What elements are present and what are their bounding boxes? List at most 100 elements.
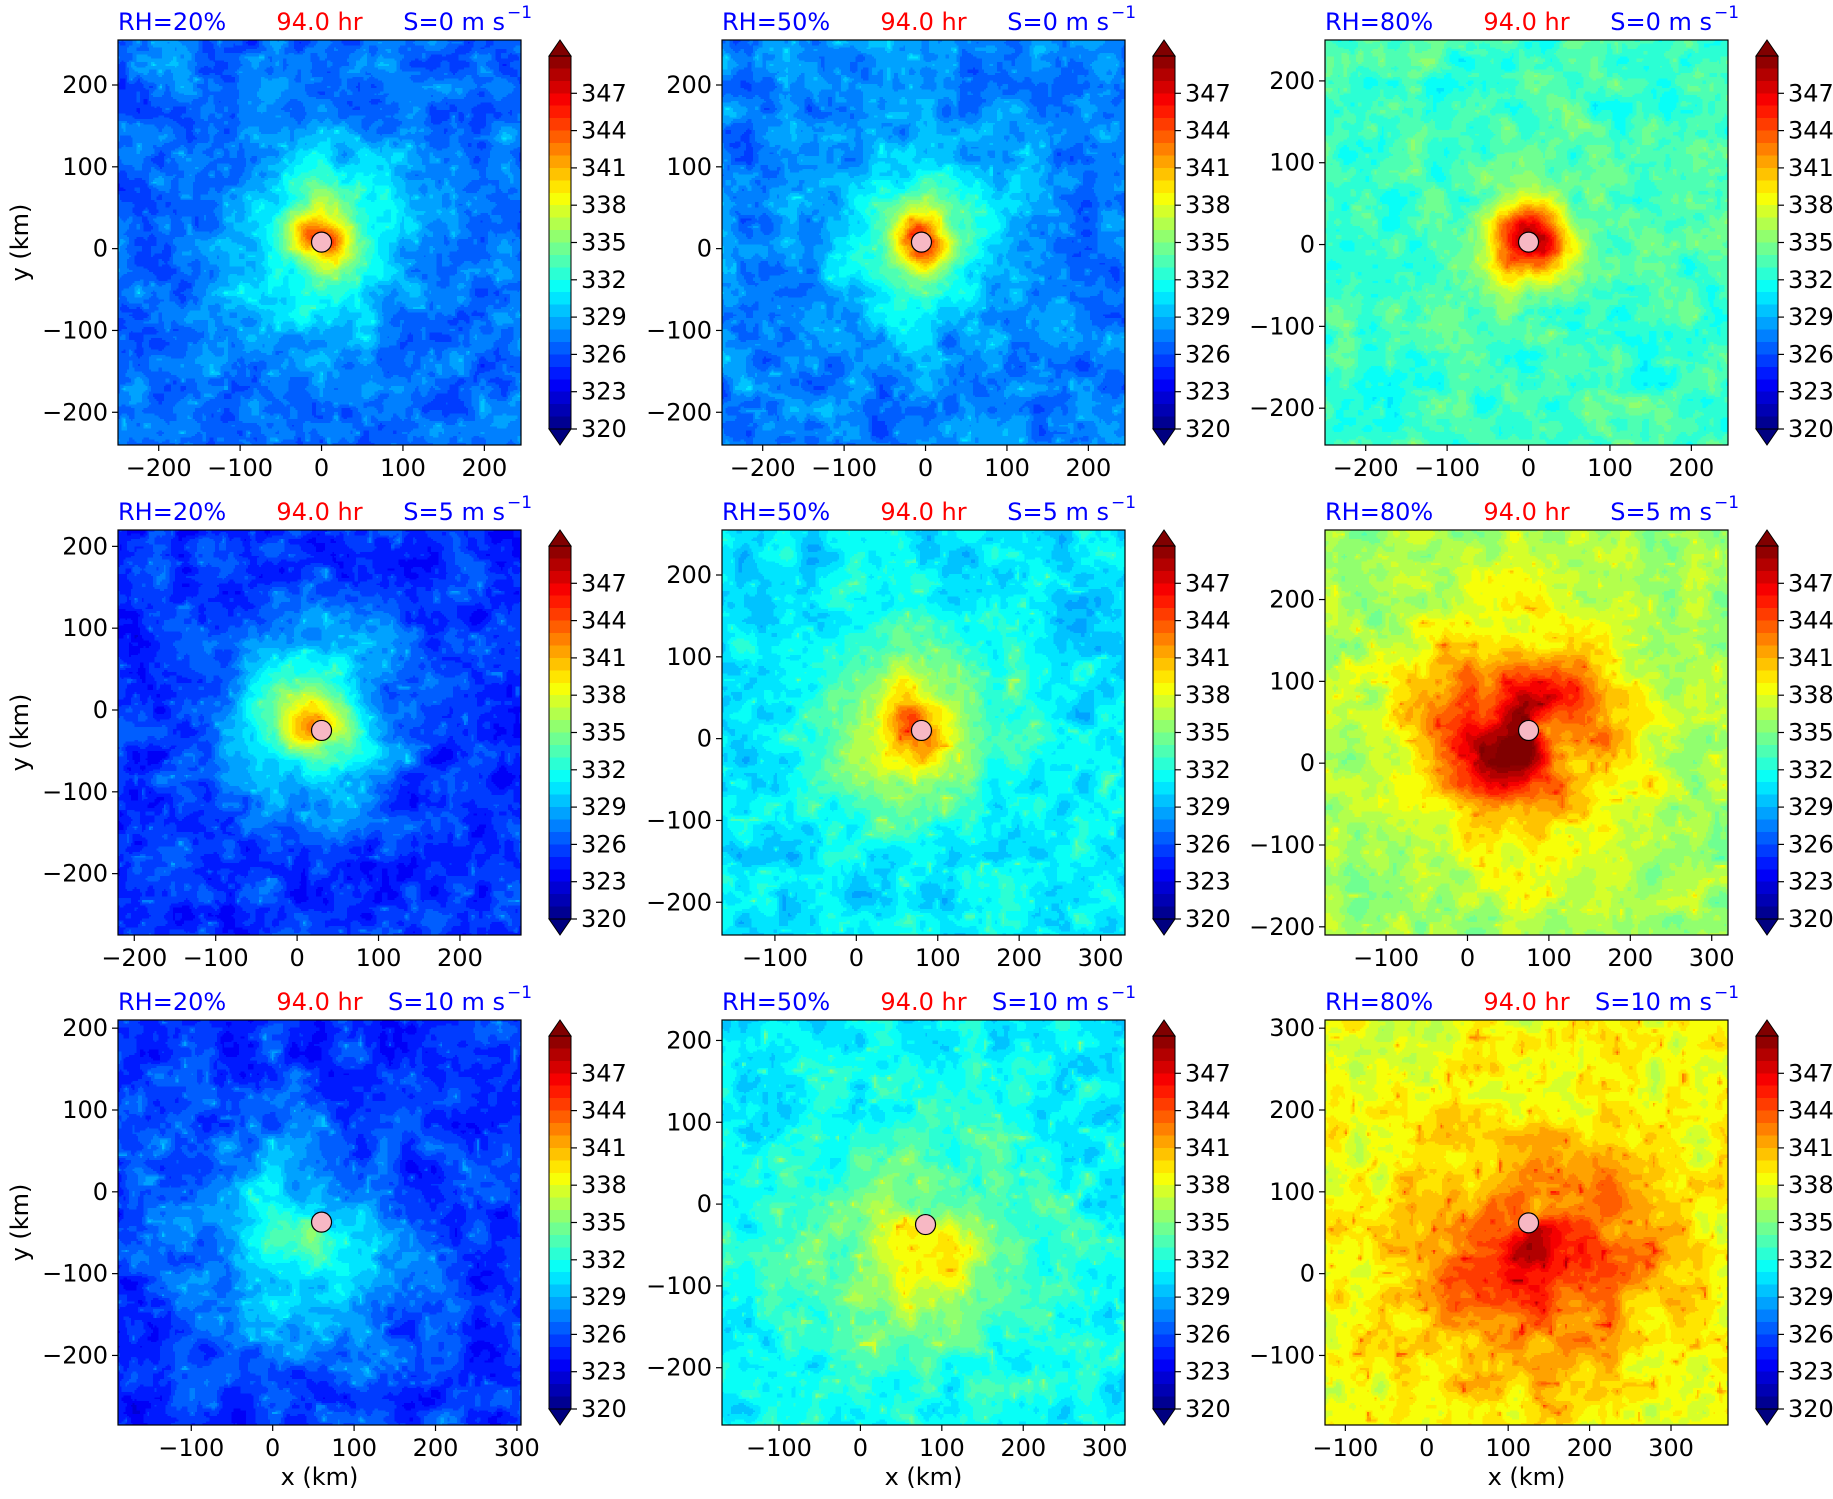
y-tick-label: −100 bbox=[1249, 312, 1315, 340]
colorbar-tick-label: 320 bbox=[1185, 1395, 1231, 1423]
y-tick-label: 200 bbox=[62, 1014, 108, 1042]
y-tick-label: −100 bbox=[1249, 831, 1315, 859]
colorbar-tick-label: 329 bbox=[581, 303, 627, 331]
x-tick-label: −100 bbox=[1414, 454, 1480, 482]
colorbar-tick-label: 320 bbox=[1788, 905, 1833, 933]
y-tick-label: −100 bbox=[646, 806, 712, 834]
colorbar-extend-max bbox=[1755, 39, 1779, 57]
rh-label: RH=80% bbox=[1325, 8, 1433, 36]
colorbar-extend-min bbox=[1755, 428, 1779, 446]
plot-frame bbox=[721, 1019, 1126, 1426]
colorbar: 347 344 341 338 335 332 329 326 323 320 bbox=[1152, 529, 1231, 936]
colorbar-tick-label: 323 bbox=[1788, 378, 1833, 406]
time-label: 94.0 hr bbox=[880, 8, 966, 36]
shear-label: S=0 m s bbox=[1007, 8, 1109, 36]
x-tick-label: 100 bbox=[919, 1434, 965, 1462]
colorbar-tick-label: 341 bbox=[581, 1134, 627, 1162]
colorbar-tick-label: 344 bbox=[1185, 607, 1231, 635]
colorbar-tick-label: 344 bbox=[1788, 117, 1833, 145]
colorbar-gradient bbox=[1756, 546, 1778, 919]
colorbar-tick-label: 329 bbox=[581, 793, 627, 821]
time-label: 94.0 hr bbox=[276, 498, 362, 526]
time-label: 94.0 hr bbox=[1483, 8, 1569, 36]
colorbar-tick-label: 341 bbox=[1185, 644, 1231, 672]
x-tick-label: 200 bbox=[461, 454, 507, 482]
panel-5: −100 0 100 200 300 200 100 0 −100 −200 RH=50% 94.0 … bbox=[646, 493, 1231, 972]
colorbar-extend-max bbox=[548, 529, 572, 547]
colorbar-tick-label: 326 bbox=[1788, 340, 1833, 368]
panel-9: −100 0 100 200 300 300 200 100 0 −100 RH=80% 94.0 h… bbox=[1249, 983, 1833, 1491]
colorbar-tick-label: 332 bbox=[581, 266, 627, 294]
colorbar-tick-label: 320 bbox=[581, 415, 627, 443]
shear-label: S=0 m s bbox=[1610, 8, 1712, 36]
time-label: 94.0 hr bbox=[1483, 498, 1569, 526]
shear-exponent: −1 bbox=[507, 493, 532, 513]
colorbar-tick-label: 320 bbox=[1788, 1395, 1833, 1423]
colorbar-tick-label: 338 bbox=[1185, 191, 1231, 219]
y-tick-label: 0 bbox=[697, 1190, 712, 1218]
colorbar-tick-label: 335 bbox=[1185, 229, 1231, 257]
rh-label: RH=20% bbox=[118, 498, 226, 526]
plot-frame bbox=[1324, 39, 1729, 446]
shear-exponent: −1 bbox=[1714, 3, 1739, 23]
colorbar-tick-label: 326 bbox=[1185, 340, 1231, 368]
x-tick-label: 200 bbox=[1000, 1434, 1046, 1462]
y-tick-label: −100 bbox=[646, 316, 712, 344]
colorbar-tick-label: 323 bbox=[1788, 868, 1833, 896]
colorbar-tick-label: 341 bbox=[1185, 154, 1231, 182]
y-tick-label: 200 bbox=[62, 71, 108, 99]
colorbar-tick-label: 347 bbox=[1185, 79, 1231, 107]
plot-frame bbox=[721, 529, 1126, 936]
colorbar-tick-label: 320 bbox=[1185, 415, 1231, 443]
colorbar-tick-label: 344 bbox=[581, 1097, 627, 1125]
x-tick-label: 0 bbox=[853, 1434, 868, 1462]
y-axis-label: y (km) bbox=[6, 204, 34, 282]
colorbar-extend-max bbox=[548, 1019, 572, 1037]
colorbar-extend-max bbox=[548, 39, 572, 57]
x-tick-label: 100 bbox=[356, 944, 402, 972]
storm-center-marker bbox=[914, 1213, 937, 1236]
y-tick-label: 200 bbox=[666, 1026, 712, 1054]
shear-exponent: −1 bbox=[1714, 493, 1739, 513]
rh-label: RH=50% bbox=[722, 988, 830, 1016]
colorbar-tick-label: 326 bbox=[1788, 1320, 1833, 1348]
x-tick-label: 0 bbox=[265, 1434, 280, 1462]
shear-exponent: −1 bbox=[507, 3, 532, 23]
colorbar-tick-label: 341 bbox=[1788, 644, 1833, 672]
plot-frame bbox=[117, 529, 522, 936]
x-tick-label: 300 bbox=[1082, 1434, 1128, 1462]
colorbar-tick-label: 347 bbox=[581, 569, 627, 597]
x-tick-label: 300 bbox=[494, 1434, 540, 1462]
colorbar-tick-label: 347 bbox=[581, 79, 627, 107]
y-tick-label: −200 bbox=[646, 1354, 712, 1382]
colorbar-tick-label: 344 bbox=[1185, 1097, 1231, 1125]
colorbar-extend-max bbox=[1152, 529, 1176, 547]
x-tick-label: 100 bbox=[1587, 454, 1633, 482]
y-tick-label: −100 bbox=[646, 1272, 712, 1300]
colorbar-tick-label: 335 bbox=[1185, 1209, 1231, 1237]
colorbar-tick-label: 347 bbox=[1788, 1059, 1833, 1087]
rh-label: RH=50% bbox=[722, 498, 830, 526]
colorbar-tick-label: 326 bbox=[1185, 1320, 1231, 1348]
shear-label: S=10 m s bbox=[992, 988, 1109, 1016]
colorbar-tick-label: 332 bbox=[581, 1246, 627, 1274]
panel-6: −100 0 100 200 300 200 100 0 −100 −200 RH=80% 94.0 … bbox=[1249, 493, 1833, 972]
colorbar-tick-label: 347 bbox=[581, 1059, 627, 1087]
panel-7: −100 0 100 200 300 200 100 0 −100 −200 RH=20% 94.0 … bbox=[6, 983, 627, 1491]
colorbar-tick-label: 335 bbox=[1185, 719, 1231, 747]
x-tick-label: 200 bbox=[1567, 1434, 1613, 1462]
colorbar-tick-label: 329 bbox=[1185, 303, 1231, 331]
shear-exponent: −1 bbox=[1111, 983, 1136, 1003]
x-tick-label: 100 bbox=[331, 1434, 377, 1462]
shear-exponent: −1 bbox=[1111, 493, 1136, 513]
colorbar-tick-label: 326 bbox=[1788, 830, 1833, 858]
x-tick-label: −100 bbox=[183, 944, 249, 972]
colorbar-tick-label: 323 bbox=[581, 868, 627, 896]
colorbar-gradient bbox=[549, 1036, 571, 1409]
y-tick-label: −200 bbox=[1249, 394, 1315, 422]
y-tick-label: 0 bbox=[93, 235, 108, 263]
y-tick-label: 100 bbox=[666, 1108, 712, 1136]
x-tick-label: 0 bbox=[1521, 454, 1536, 482]
y-tick-label: −100 bbox=[1249, 1341, 1315, 1369]
